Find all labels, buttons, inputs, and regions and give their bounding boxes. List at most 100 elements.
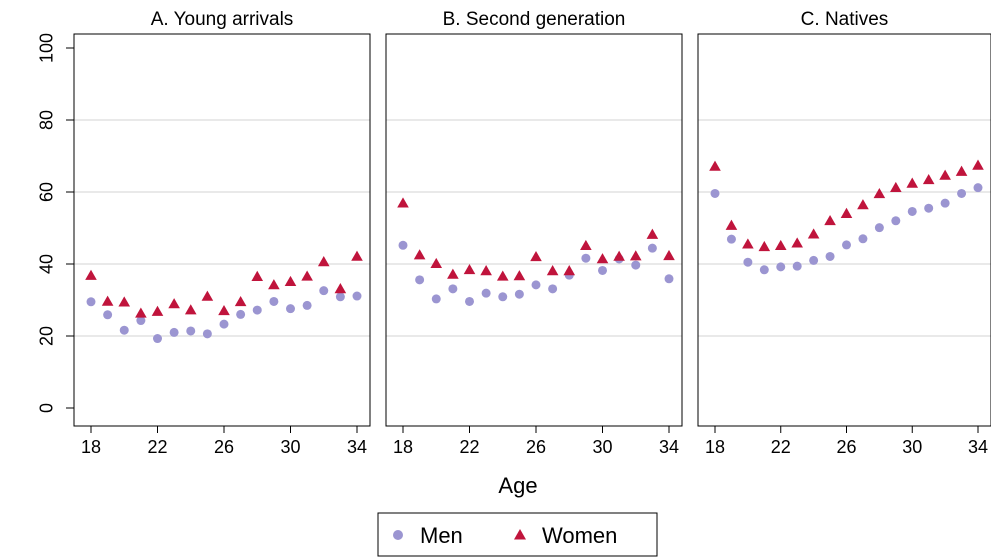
point-men [809,255,819,265]
point-men [631,260,641,270]
point-men [759,265,769,275]
point-women [922,173,935,185]
panel: A. Young arrivals 18 22 26 30 34 [73,9,371,457]
point-women [546,265,559,276]
point-women [168,298,180,309]
point-men [86,297,96,307]
point-women [251,270,264,281]
point-men [498,292,508,302]
point-men [219,319,229,329]
point-men [858,234,868,244]
legend-label: Women [542,523,617,548]
point-women [972,159,984,170]
point-men [874,223,884,233]
x-tick-label: 22 [147,437,167,457]
plot-frame [73,33,371,427]
point-women [480,265,492,276]
point-men [907,206,917,216]
point-men [302,300,312,310]
point-women [596,253,609,264]
point-women [184,304,197,315]
point-men [169,327,179,337]
point-women [135,307,147,318]
y-tick-label: 60 [36,182,56,202]
point-women [791,237,803,248]
point-women [268,279,280,290]
point-women [742,238,754,249]
point-men [531,280,541,290]
point-men [924,203,934,213]
y-axis: 0 20 40 60 80 100 [36,33,74,413]
point-women [939,169,951,180]
point-men [825,251,835,261]
panel-title: B. Second generation [443,9,626,30]
x-tick-label: 30 [592,437,612,457]
x-tick-label: 34 [659,437,679,457]
plot-frame [697,33,991,427]
plot-frame [385,33,683,427]
point-men [415,275,425,285]
point-men [664,274,674,284]
point-women [234,296,247,307]
y-tick-label: 40 [36,254,56,274]
point-men [842,240,851,250]
panel-title: A. Young arrivals [151,9,294,30]
point-men [598,265,607,275]
point-men [548,284,558,294]
point-men [940,198,950,208]
legend: Men Women [377,512,658,557]
point-men [647,243,657,253]
point-men [581,253,591,263]
point-women [955,165,968,176]
point-women [824,215,836,226]
point-men [269,296,279,306]
legend-marker-women [514,529,526,540]
x-tick-label: 34 [968,437,988,457]
point-women [807,228,820,239]
point-men [202,329,212,339]
point-men [465,296,474,306]
x-tick-label: 18 [81,437,101,457]
point-men [398,240,408,250]
point-women [629,250,642,261]
point-women [101,295,114,306]
panel: C. Natives 18 22 26 30 34 [697,9,991,457]
point-men [481,288,491,298]
point-women [840,207,853,218]
x-tick-label: 30 [902,437,922,457]
point-men [335,292,345,302]
y-tick-label: 0 [36,403,56,413]
point-women [151,305,164,316]
point-women [906,177,919,188]
point-men [973,183,983,193]
x-tick-label: 26 [836,437,856,457]
panels: A. Young arrivals 18 22 26 30 34 B. Second gen… [73,9,991,457]
x-tick-label: 18 [705,437,725,457]
point-women [890,181,902,193]
x-tick-label: 30 [280,437,300,457]
point-men [792,261,802,271]
point-women [663,249,675,261]
point-women [301,270,313,281]
point-women [317,256,330,267]
point-women [725,219,738,230]
point-men [352,291,362,301]
point-women [284,275,297,286]
x-tick-label: 22 [459,437,479,457]
point-men [448,284,458,294]
point-women [334,283,347,294]
point-women [530,251,542,262]
panel-title: C. Natives [801,9,889,30]
point-women [580,239,592,250]
point-men [286,304,295,314]
point-women [430,257,443,268]
point-men [153,334,162,344]
point-women [463,263,476,275]
point-men [957,188,967,198]
point-men [319,286,329,296]
x-tick-label: 22 [771,437,791,457]
point-women [447,268,459,279]
point-men [514,289,524,299]
point-women [873,188,886,199]
